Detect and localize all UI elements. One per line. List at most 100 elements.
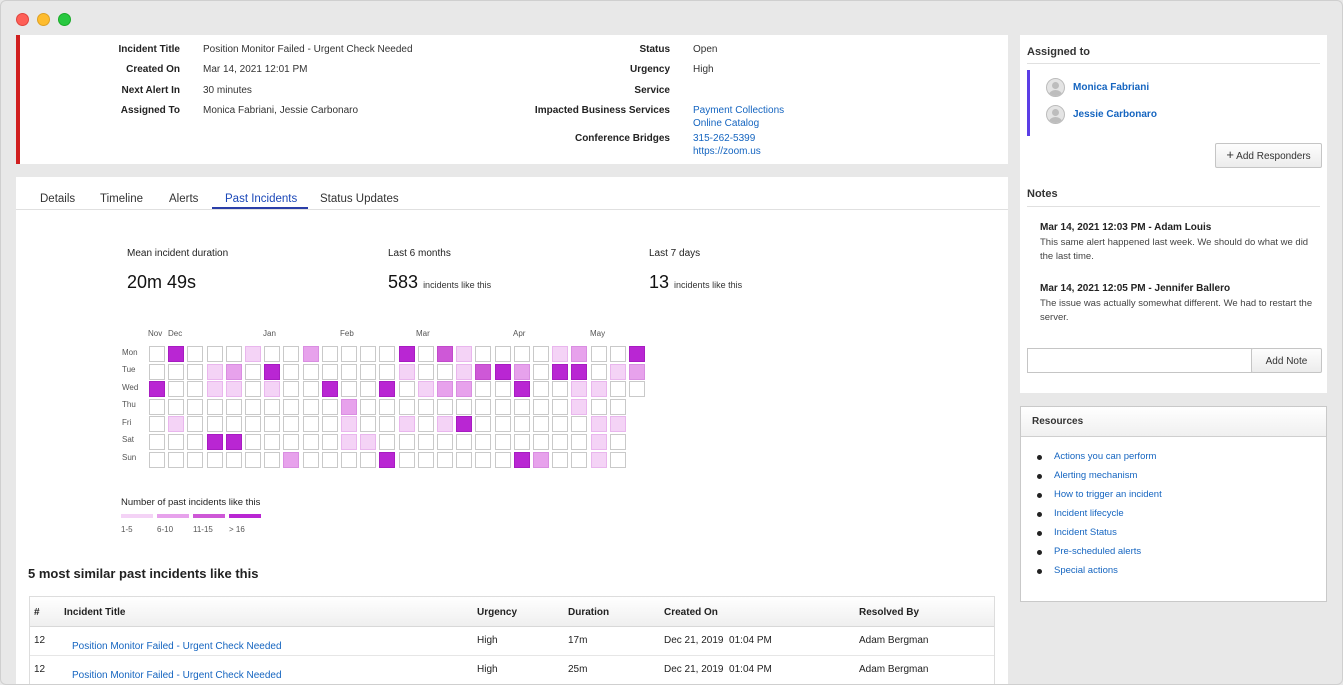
heatmap-cell[interactable] xyxy=(283,451,300,468)
heatmap-cell[interactable] xyxy=(552,398,569,415)
heatmap-cell[interactable] xyxy=(264,398,281,415)
heatmap-cell[interactable] xyxy=(494,416,511,433)
heatmap-cell[interactable] xyxy=(456,363,473,380)
heatmap-cell[interactable] xyxy=(609,416,626,433)
table-row[interactable]: 12 Position Monitor Failed - Urgent Chec… xyxy=(30,627,994,656)
heatmap-cell[interactable] xyxy=(475,451,492,468)
heatmap-cell[interactable] xyxy=(225,346,242,362)
heatmap-cell[interactable] xyxy=(149,434,165,450)
heatmap-cell[interactable] xyxy=(533,381,549,398)
heatmap-cell[interactable] xyxy=(379,451,396,468)
heatmap-cell[interactable] xyxy=(398,416,415,433)
heatmap-cell[interactable] xyxy=(341,416,357,433)
heatmap-cell[interactable] xyxy=(513,381,530,398)
heatmap-cell[interactable] xyxy=(590,381,607,398)
heatmap-cell[interactable] xyxy=(283,381,300,398)
resource-link[interactable]: Actions you can perform xyxy=(1037,451,1162,470)
table-row[interactable]: 12 Position Monitor Failed - Urgent Chec… xyxy=(30,656,994,684)
heatmap-cell[interactable] xyxy=(609,398,626,415)
heatmap-cell[interactable] xyxy=(571,398,588,415)
heatmap-cell[interactable] xyxy=(321,451,338,468)
heatmap-cell[interactable] xyxy=(379,346,396,362)
heatmap-cell[interactable] xyxy=(417,451,434,468)
heatmap-cell[interactable] xyxy=(533,434,549,450)
heatmap-cell[interactable] xyxy=(302,363,319,380)
heatmap-cell[interactable] xyxy=(187,398,204,415)
heatmap-cell[interactable] xyxy=(302,434,319,450)
assignee-name[interactable]: Jessie Carbonaro xyxy=(1073,109,1157,120)
heatmap-cell[interactable] xyxy=(225,451,242,468)
resource-link[interactable]: Special actions xyxy=(1037,565,1162,584)
heatmap-cell[interactable] xyxy=(360,363,377,380)
heatmap-cell[interactable] xyxy=(302,381,319,398)
column-header[interactable]: Incident Title xyxy=(64,607,126,618)
heatmap-cell[interactable] xyxy=(341,451,357,468)
heatmap-cell[interactable] xyxy=(513,434,530,450)
heatmap-cell[interactable] xyxy=(283,416,300,433)
heatmap-cell[interactable] xyxy=(513,416,530,433)
impacted-service-link[interactable]: Online Catalog xyxy=(693,118,760,129)
heatmap-cell[interactable] xyxy=(360,346,377,362)
heatmap-cell[interactable] xyxy=(609,363,626,380)
resource-link[interactable]: How to trigger an incident xyxy=(1037,489,1162,508)
heatmap-cell[interactable] xyxy=(225,398,242,415)
heatmap-cell[interactable] xyxy=(494,363,511,380)
heatmap-cell[interactable] xyxy=(475,416,492,433)
add-responders-button[interactable]: + Add Responders xyxy=(1215,143,1322,168)
heatmap-cell[interactable] xyxy=(206,451,223,468)
heatmap-cell[interactable] xyxy=(513,398,530,415)
add-note-button[interactable]: Add Note xyxy=(1251,348,1322,373)
heatmap-cell[interactable] xyxy=(264,363,281,380)
heatmap-cell[interactable] xyxy=(437,416,453,433)
heatmap-cell[interactable] xyxy=(437,451,453,468)
heatmap-cell[interactable] xyxy=(264,346,281,362)
heatmap-cell[interactable] xyxy=(321,363,338,380)
column-header[interactable]: Resolved By xyxy=(859,607,920,618)
heatmap-cell[interactable] xyxy=(187,381,204,398)
close-window-icon[interactable] xyxy=(16,13,29,26)
heatmap-cell[interactable] xyxy=(187,434,204,450)
heatmap-cell[interactable] xyxy=(533,398,549,415)
heatmap-cell[interactable] xyxy=(360,434,377,450)
heatmap-cell[interactable] xyxy=(417,381,434,398)
heatmap-cell[interactable] xyxy=(149,381,165,398)
tab-details[interactable]: Details xyxy=(40,193,76,205)
heatmap-cell[interactable] xyxy=(341,434,357,450)
heatmap-cell[interactable] xyxy=(437,346,453,362)
heatmap-cell[interactable] xyxy=(206,398,223,415)
heatmap-cell[interactable] xyxy=(321,434,338,450)
heatmap-cell[interactable] xyxy=(456,451,473,468)
heatmap-cell[interactable] xyxy=(187,346,204,362)
tab-past-incidents[interactable]: Past Incidents xyxy=(225,193,298,205)
heatmap-cell[interactable] xyxy=(360,416,377,433)
heatmap-cell[interactable] xyxy=(552,381,569,398)
heatmap-cell[interactable] xyxy=(149,346,165,362)
conference-bridge-link[interactable]: https://zoom.us xyxy=(693,146,761,157)
tab-alerts[interactable]: Alerts xyxy=(169,193,199,205)
heatmap-cell[interactable] xyxy=(245,346,261,362)
heatmap-cell[interactable] xyxy=(417,434,434,450)
heatmap-cell[interactable] xyxy=(533,346,549,362)
heatmap-cell[interactable] xyxy=(475,434,492,450)
heatmap-cell[interactable] xyxy=(379,363,396,380)
heatmap-cell[interactable] xyxy=(456,416,473,433)
resource-link[interactable]: Alerting mechanism xyxy=(1037,470,1162,489)
heatmap-cell[interactable] xyxy=(571,346,588,362)
heatmap-cell[interactable] xyxy=(513,363,530,380)
heatmap-cell[interactable] xyxy=(590,434,607,450)
heatmap-cell[interactable] xyxy=(609,451,626,468)
heatmap-cell[interactable] xyxy=(225,381,242,398)
heatmap-cell[interactable] xyxy=(149,451,165,468)
incident-title-link[interactable]: Position Monitor Failed - Urgent Check N… xyxy=(72,670,282,681)
heatmap-cell[interactable] xyxy=(590,398,607,415)
heatmap-cell[interactable] xyxy=(398,381,415,398)
heatmap-cell[interactable] xyxy=(168,381,185,398)
heatmap-cell[interactable] xyxy=(475,346,492,362)
assignee-name[interactable]: Monica Fabriani xyxy=(1073,82,1150,93)
heatmap-cell[interactable] xyxy=(187,416,204,433)
heatmap-cell[interactable] xyxy=(206,381,223,398)
heatmap-cell[interactable] xyxy=(417,363,434,380)
heatmap-cell[interactable] xyxy=(552,451,569,468)
heatmap-cell[interactable] xyxy=(321,398,338,415)
tab-timeline[interactable]: Timeline xyxy=(100,193,144,205)
